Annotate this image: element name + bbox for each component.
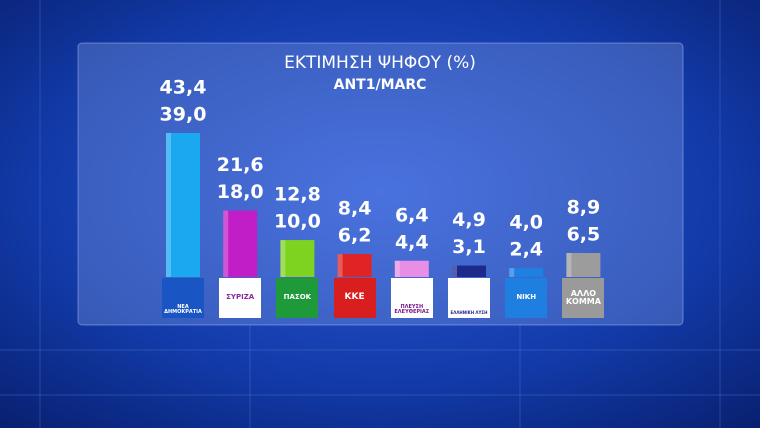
party-logo: ΕΛΛΗΝΙΚΗ ΛΥΣΗ xyxy=(448,278,490,318)
value-label: 43,4 xyxy=(160,77,207,99)
bar xyxy=(223,210,258,277)
bar xyxy=(337,254,372,277)
category-label: ΝΕΑ ΔΗΜΟΚΡΑΤΙΑ xyxy=(162,278,204,318)
value-label: 39,0 xyxy=(160,104,207,126)
party-logo: ΠΛΕΥΣΗ ΕΛΕΥΘΕΡΙΑΣ xyxy=(390,278,433,318)
value-label: 12,8 xyxy=(274,184,321,206)
chart-subtitle: ANT1/MARC xyxy=(334,77,427,93)
value-label: 10,0 xyxy=(274,211,321,233)
value-label: 8,9 xyxy=(567,197,601,219)
value-label: 4,9 xyxy=(452,209,486,231)
bar xyxy=(280,240,315,277)
bar-highlight xyxy=(223,210,229,277)
category-label: ΑΛΛΟ ΚΟΜΜΑ xyxy=(562,278,605,318)
category-label: ΚΚΕ xyxy=(333,278,376,318)
bar-highlight xyxy=(566,253,572,277)
party-logo: ΚΚΕ xyxy=(333,278,376,318)
value-label: 21,6 xyxy=(217,154,264,176)
bar xyxy=(166,133,200,277)
value-label: 2,4 xyxy=(509,239,543,261)
bar xyxy=(394,260,429,277)
party-logo: ΠΑΣΟΚ xyxy=(276,278,319,318)
bar-highlight xyxy=(452,265,457,277)
bar-highlight xyxy=(337,254,343,277)
bar xyxy=(452,265,486,277)
category-label: ΕΛΛΗΝΙΚΗ ΛΥΣΗ xyxy=(448,278,490,318)
category-label: ΣΥΡΙΖΑ xyxy=(219,278,262,318)
bar xyxy=(566,253,601,277)
value-label: 4,0 xyxy=(509,212,543,234)
value-label: 4,4 xyxy=(395,231,429,253)
chart-title: ΕΚΤΙΜΗΣΗ ΨΗΦΟΥ (%) xyxy=(284,53,476,73)
category-label: ΠΑΣΟΚ xyxy=(276,278,319,318)
bar-highlight xyxy=(280,240,286,277)
value-label: 6,5 xyxy=(567,224,601,246)
category-label: ΝΙΚΗ xyxy=(505,278,548,318)
bar-highlight xyxy=(166,133,171,277)
party-logo: ΝΙΚΗ xyxy=(505,278,548,318)
value-label: 8,4 xyxy=(338,198,372,220)
value-label: 6,4 xyxy=(395,204,429,226)
party-logo: ΑΛΛΟ ΚΟΜΜΑ xyxy=(562,278,605,318)
bar-highlight xyxy=(394,260,400,277)
value-label: 18,0 xyxy=(217,181,264,203)
bar-highlight xyxy=(509,268,515,277)
category-label: ΠΛΕΥΣΗ ΕΛΕΥΘΕΡΙΑΣ xyxy=(390,278,433,318)
party-logo: ΣΥΡΙΖΑ xyxy=(219,278,262,318)
bar xyxy=(509,268,544,277)
party-logo: ΝΕΑ ΔΗΜΟΚΡΑΤΙΑ xyxy=(162,278,204,318)
value-label: 6,2 xyxy=(338,225,372,247)
value-label: 3,1 xyxy=(452,236,486,258)
